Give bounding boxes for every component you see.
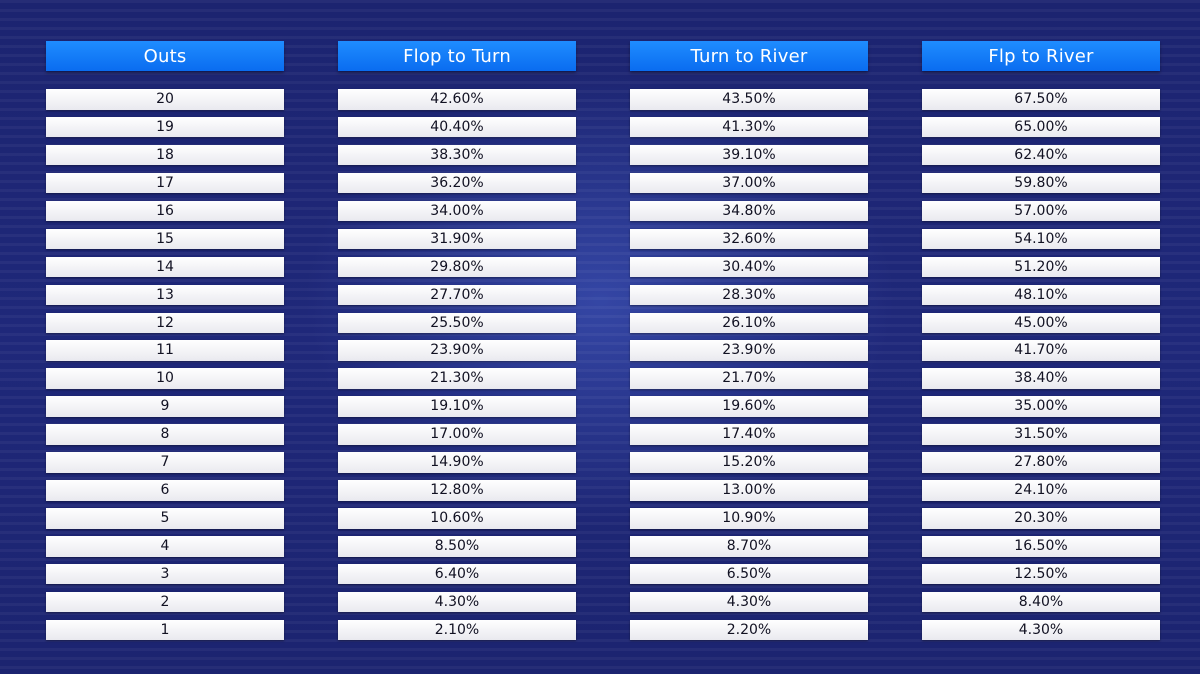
table-cell: 28.30% [630, 284, 868, 306]
table-cell: 6 [46, 480, 284, 501]
table-cell: 12.50% [922, 563, 1160, 585]
table-cell: 21.70% [630, 368, 868, 389]
table-cell: 19.10% [338, 396, 576, 417]
table-cell: 4.30% [338, 591, 576, 613]
table-cell: 54.10% [922, 228, 1160, 250]
table-cell: 36.20% [338, 172, 576, 194]
table-cell: 20 [46, 89, 284, 110]
table-cell: 17.40% [630, 424, 868, 445]
table-cell: 23.90% [630, 340, 868, 361]
table-cell: 2.20% [630, 619, 868, 641]
table-cell: 39.10% [630, 144, 868, 166]
table-cell: 35.00% [922, 396, 1160, 417]
header-flop-to-turn: Flop to Turn [338, 41, 576, 71]
table-cell: 13 [46, 284, 284, 306]
table-cell: 10 [46, 368, 284, 389]
header-outs: Outs [46, 41, 284, 71]
table-cell: 17.00% [338, 424, 576, 445]
table-cell: 65.00% [922, 116, 1160, 138]
table-cell: 16.50% [922, 536, 1160, 557]
table-cell: 14 [46, 256, 284, 278]
table-cell: 51.20% [922, 256, 1160, 278]
table-cell: 3 [46, 563, 284, 585]
table-cell: 45.00% [922, 312, 1160, 333]
table-cell: 8 [46, 424, 284, 445]
table-cell: 14.90% [338, 452, 576, 473]
table-cell: 15.20% [630, 452, 868, 473]
rows-flop-to-river: 67.50% 65.00% 62.40% 59.80% 57.00% 54.10% 51.2… [922, 89, 1160, 641]
table-cell: 48.10% [922, 284, 1160, 306]
table-cell: 34.80% [630, 200, 868, 222]
table-cell: 27.80% [922, 452, 1160, 473]
table-cell: 38.30% [338, 144, 576, 166]
table-cell: 4 [46, 536, 284, 557]
rows-flop-to-turn: 42.60% 40.40% 38.30% 36.20% 34.00% 31.90% 29.8… [338, 89, 576, 641]
table-cell: 20.30% [922, 508, 1160, 529]
table-cell: 37.00% [630, 172, 868, 194]
column-flop-to-river: Flp to River 67.50% 65.00% 62.40% 59.80% 57.… [922, 41, 1160, 648]
table-cell: 24.10% [922, 480, 1160, 501]
table-cell: 41.30% [630, 116, 868, 138]
table-cell: 67.50% [922, 89, 1160, 110]
rows-outs: 20 19 18 17 16 15 14 13 12 11 10 9 8 7 6 5 4 3 2 1 [46, 89, 284, 641]
column-flop-to-turn: Flop to Turn 42.60% 40.40% 38.30% 36.20% 34.… [338, 41, 576, 648]
table-cell: 17 [46, 172, 284, 194]
table-cell: 4.30% [922, 619, 1160, 641]
table-cell: 5 [46, 508, 284, 529]
table-cell: 12.80% [338, 480, 576, 501]
table-cell: 9 [46, 396, 284, 417]
table-cell: 18 [46, 144, 284, 166]
rows-turn-to-river: 43.50% 41.30% 39.10% 37.00% 34.80% 32.60% 30.4… [630, 89, 868, 641]
header-turn-to-river: Turn to River [630, 41, 868, 71]
table-cell: 4.30% [630, 591, 868, 613]
table-cell: 10.60% [338, 508, 576, 529]
table-cell: 43.50% [630, 89, 868, 110]
table-cell: 12 [46, 312, 284, 333]
column-turn-to-river: Turn to River 43.50% 41.30% 39.10% 37.00% 34… [630, 41, 868, 648]
table-cell: 8.50% [338, 536, 576, 557]
table-cell: 8.70% [630, 536, 868, 557]
table-cell: 2 [46, 591, 284, 613]
column-outs: Outs 20 19 18 17 16 15 14 13 12 11 10 9 8 7 6 5 4 3 2 1 [46, 41, 284, 648]
table-cell: 25.50% [338, 312, 576, 333]
table-cell: 23.90% [338, 340, 576, 361]
table-cell: 19 [46, 116, 284, 138]
table-cell: 1 [46, 619, 284, 641]
table-cell: 13.00% [630, 480, 868, 501]
table-cell: 2.10% [338, 619, 576, 641]
table-cell: 27.70% [338, 284, 576, 306]
table-cell: 31.50% [922, 424, 1160, 445]
table-cell: 62.40% [922, 144, 1160, 166]
table-cell: 21.30% [338, 368, 576, 389]
table-cell: 41.70% [922, 340, 1160, 361]
table-cell: 42.60% [338, 89, 576, 110]
table-cell: 10.90% [630, 508, 868, 529]
table-cell: 30.40% [630, 256, 868, 278]
table-cell: 6.40% [338, 563, 576, 585]
table-cell: 11 [46, 340, 284, 361]
table-cell: 29.80% [338, 256, 576, 278]
header-flop-to-river: Flp to River [922, 41, 1160, 71]
table-cell: 19.60% [630, 396, 868, 417]
table-cell: 40.40% [338, 116, 576, 138]
table-cell: 57.00% [922, 200, 1160, 222]
table-cell: 7 [46, 452, 284, 473]
table-cell: 16 [46, 200, 284, 222]
table-cell: 6.50% [630, 563, 868, 585]
table-cell: 34.00% [338, 200, 576, 222]
table-cell: 38.40% [922, 368, 1160, 389]
table-cell: 15 [46, 228, 284, 250]
table-cell: 31.90% [338, 228, 576, 250]
table-cell: 8.40% [922, 591, 1160, 613]
table-cell: 59.80% [922, 172, 1160, 194]
table-cell: 32.60% [630, 228, 868, 250]
table-cell: 26.10% [630, 312, 868, 333]
